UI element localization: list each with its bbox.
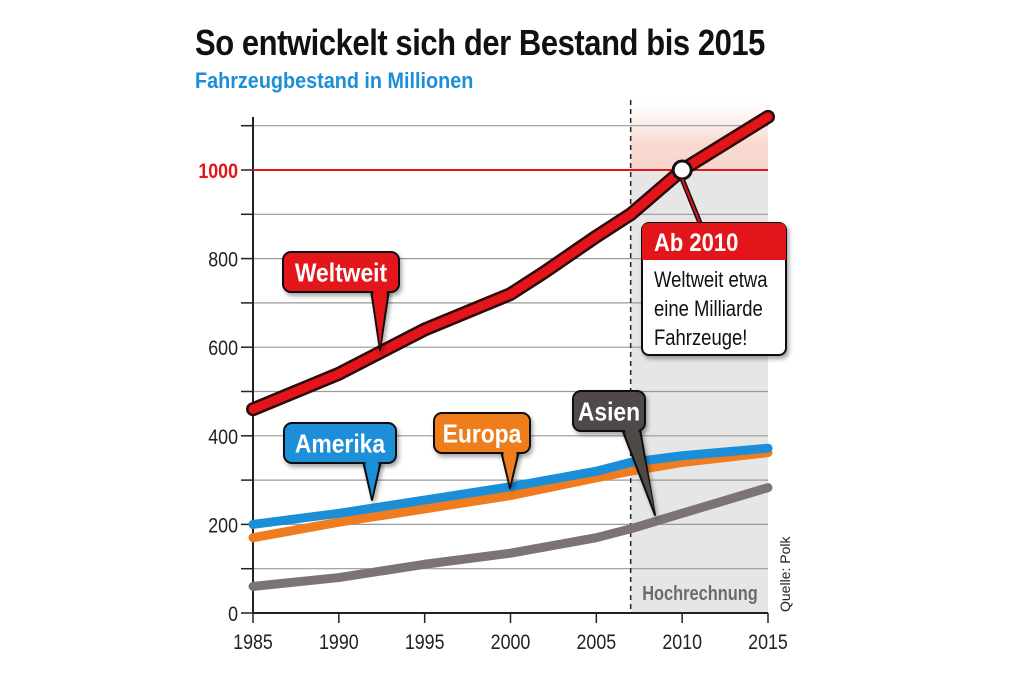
callout-connector-inner	[681, 178, 701, 224]
series-lines	[246, 109, 775, 591]
series-label-text: Asien	[578, 398, 640, 427]
series-label-weltweit: Weltweit	[282, 251, 400, 351]
x-tick-label: 1990	[319, 631, 359, 655]
series-label-box	[283, 422, 397, 464]
x-tick-label: 2015	[748, 631, 788, 655]
series-label-box	[282, 251, 400, 293]
callout-header: Ab 2010	[654, 229, 738, 257]
series-line-weltweit	[248, 112, 773, 414]
series-label-pointer-fill	[624, 428, 655, 512]
callout-line-1: Weltweit etwa	[654, 269, 768, 293]
callout-ab-2010: Ab 2010 Weltweit etwa eine Milliarde Fahrze…	[641, 178, 787, 356]
callout-header-bar	[642, 223, 786, 260]
series-line-asien	[248, 483, 773, 591]
y-tick-label: 0	[228, 603, 238, 627]
projection-label: Hochrechnung	[642, 581, 758, 604]
series-label-box	[433, 412, 531, 454]
x-tick-label: 2000	[491, 631, 531, 655]
series-labels: Weltweit Amerika Europa Asien	[282, 251, 656, 516]
series-line-europa	[248, 448, 773, 543]
chart-title: So entwickelt sich der Bestand bis 2015	[195, 22, 765, 63]
axes: 0 200 400 600 800 1000 1985 1990 1995 2000 2005 201…	[198, 117, 788, 654]
y-tick-label: 600	[208, 337, 238, 361]
grid-lines	[241, 124, 768, 614]
callout-line-3: Fahrzeuge!	[654, 327, 747, 351]
series-label-amerika: Amerika	[283, 422, 397, 501]
series-label-pointer-fill	[503, 450, 517, 485]
projection-area	[630, 102, 768, 613]
x-tick-label: 2005	[576, 631, 616, 655]
x-tick-label: 2010	[662, 631, 702, 655]
source-note: Quelle: Polk	[777, 536, 793, 612]
series-label-text: Amerika	[295, 430, 386, 459]
series-label-text: Europa	[443, 420, 522, 449]
series-label-pointer-fill	[373, 289, 387, 347]
x-tick-label: 1995	[405, 631, 445, 655]
series-label-text: Weltweit	[295, 259, 387, 288]
series-label-pointer-fill	[365, 460, 379, 497]
chart-subtitle: Fahrzeugbestand in Millionen	[195, 68, 474, 93]
series-label-europa: Europa	[433, 412, 531, 489]
callout-line-2: eine Milliarde	[654, 298, 763, 322]
series-label-asien: Asien	[572, 390, 656, 516]
y-tick-label: 800	[208, 248, 238, 272]
y-tick-label: 400	[208, 425, 238, 449]
x-tick-label: 1985	[233, 631, 273, 655]
y-tick-label: 1000	[198, 160, 238, 184]
y-tick-label: 200	[208, 514, 238, 538]
series-label-box	[572, 390, 646, 432]
milestone-marker	[671, 159, 693, 181]
series-line-amerika	[248, 443, 773, 529]
